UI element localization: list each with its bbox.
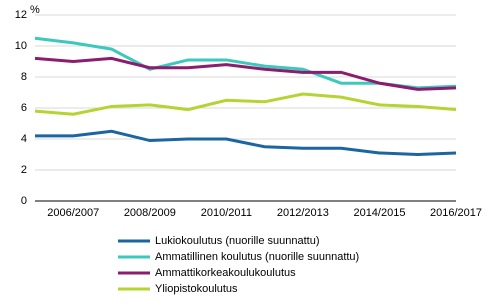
x-tick-label: 2008/2009 [124,207,176,219]
legend-label: Yliopistokoulutus [155,283,238,295]
x-tick-label: 2012/2013 [277,207,329,219]
series-line [35,129,457,157]
x-tick-label: 2010/2011 [201,207,252,219]
y-tick-label: 10 [15,40,27,52]
y-tick-label: 12 [15,9,27,21]
legend-label: Ammattikorkeakoulukoulutus [155,267,296,279]
x-tick-label: 2006/2007 [47,207,99,219]
legend-label: Ammatillinen koulutus (nuorille suunnatt… [155,251,359,263]
y-tick-label: 6 [21,102,27,114]
y-tick-label: 8 [21,71,27,83]
x-tick-label: 2016/2017 [430,207,482,219]
y-tick-label: 0 [21,195,27,207]
legend-label: Lukiokoulutus (nuorille suunnattu) [155,235,320,247]
y-axis-label: % [30,4,40,16]
x-tick-label: 2014/2015 [353,207,405,219]
series-line [34,92,457,116]
y-tick-label: 4 [21,133,27,145]
series-line [34,56,457,91]
y-tick-label: 2 [21,164,27,176]
